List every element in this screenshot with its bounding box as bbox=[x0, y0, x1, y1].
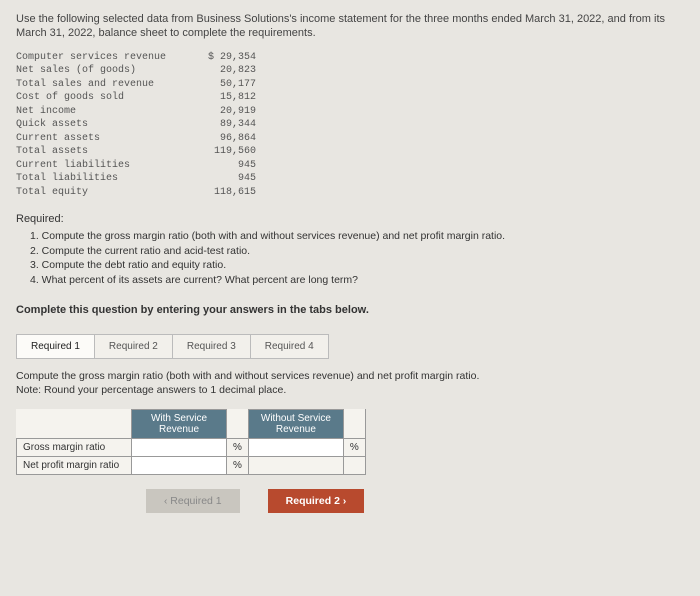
table-row: Net sales (of goods)20,823 bbox=[16, 64, 684, 78]
tab-required-3[interactable]: Required 3 bbox=[173, 334, 251, 359]
table-row: Current assets96,864 bbox=[16, 132, 684, 146]
instruction-text: Compute the gross margin ratio (both wit… bbox=[16, 370, 479, 382]
prev-button[interactable]: ‹ Required 1 bbox=[146, 489, 240, 513]
financial-data-table: Computer services revenue$ 29,354 Net sa… bbox=[16, 51, 684, 200]
table-row: Current liabilities945 bbox=[16, 159, 684, 173]
table-row: Cost of goods sold15,812 bbox=[16, 91, 684, 105]
next-label: Required 2 bbox=[286, 495, 340, 507]
input-gross-with[interactable] bbox=[132, 439, 227, 457]
table-row: Net income20,919 bbox=[16, 105, 684, 119]
empty-header bbox=[343, 410, 365, 439]
col-with-service: With Service Revenue bbox=[132, 410, 227, 439]
table-row: Computer services revenue$ 29,354 bbox=[16, 51, 684, 65]
ratio-table: With Service Revenue Without Service Rev… bbox=[16, 409, 366, 475]
tab-required-4[interactable]: Required 4 bbox=[251, 334, 329, 359]
intro-text: Use the following selected data from Bus… bbox=[16, 12, 684, 41]
prev-label: Required 1 bbox=[170, 495, 221, 507]
input-netprofit-with[interactable] bbox=[132, 457, 227, 475]
table-row: Total liabilities945 bbox=[16, 172, 684, 186]
col-without-service: Without Service Revenue bbox=[248, 410, 343, 439]
percent-label: % bbox=[227, 457, 249, 475]
required-heading: Required: bbox=[16, 213, 684, 225]
table-row: Total sales and revenue50,177 bbox=[16, 78, 684, 92]
note-text: Note: Round your percentage answers to 1… bbox=[16, 384, 286, 396]
chevron-left-icon: ‹ bbox=[164, 496, 167, 507]
percent-label: % bbox=[227, 439, 249, 457]
next-button[interactable]: Required 2 › bbox=[268, 489, 365, 513]
chevron-right-icon: › bbox=[343, 496, 346, 507]
empty-cell bbox=[343, 457, 365, 475]
row-net-profit: Net profit margin ratio bbox=[17, 457, 132, 475]
table-row: Quick assets89,344 bbox=[16, 118, 684, 132]
complete-instruction: Complete this question by entering your … bbox=[16, 304, 684, 316]
empty-header bbox=[227, 410, 249, 439]
requirements-list: 1. Compute the gross margin ratio (both … bbox=[30, 229, 684, 288]
tab-required-1[interactable]: Required 1 bbox=[16, 334, 95, 359]
list-item: 1. Compute the gross margin ratio (both … bbox=[30, 229, 684, 244]
list-item: 2. Compute the current ratio and acid-te… bbox=[30, 244, 684, 259]
tab-instruction: Compute the gross margin ratio (both wit… bbox=[16, 369, 684, 397]
input-gross-without[interactable] bbox=[248, 439, 343, 457]
row-gross-margin: Gross margin ratio bbox=[17, 439, 132, 457]
table-row: Total assets119,560 bbox=[16, 145, 684, 159]
percent-label: % bbox=[343, 439, 365, 457]
empty-header bbox=[17, 410, 132, 439]
tab-required-2[interactable]: Required 2 bbox=[95, 334, 173, 359]
list-item: 3. Compute the debt ratio and equity rat… bbox=[30, 258, 684, 273]
tabs-row: Required 1 Required 2 Required 3 Require… bbox=[16, 334, 684, 359]
list-item: 4. What percent of its assets are curren… bbox=[30, 273, 684, 288]
table-row: Total equity118,615 bbox=[16, 186, 684, 200]
input-netprofit-without bbox=[248, 457, 343, 475]
nav-buttons: ‹ Required 1 Required 2 › bbox=[146, 489, 684, 513]
